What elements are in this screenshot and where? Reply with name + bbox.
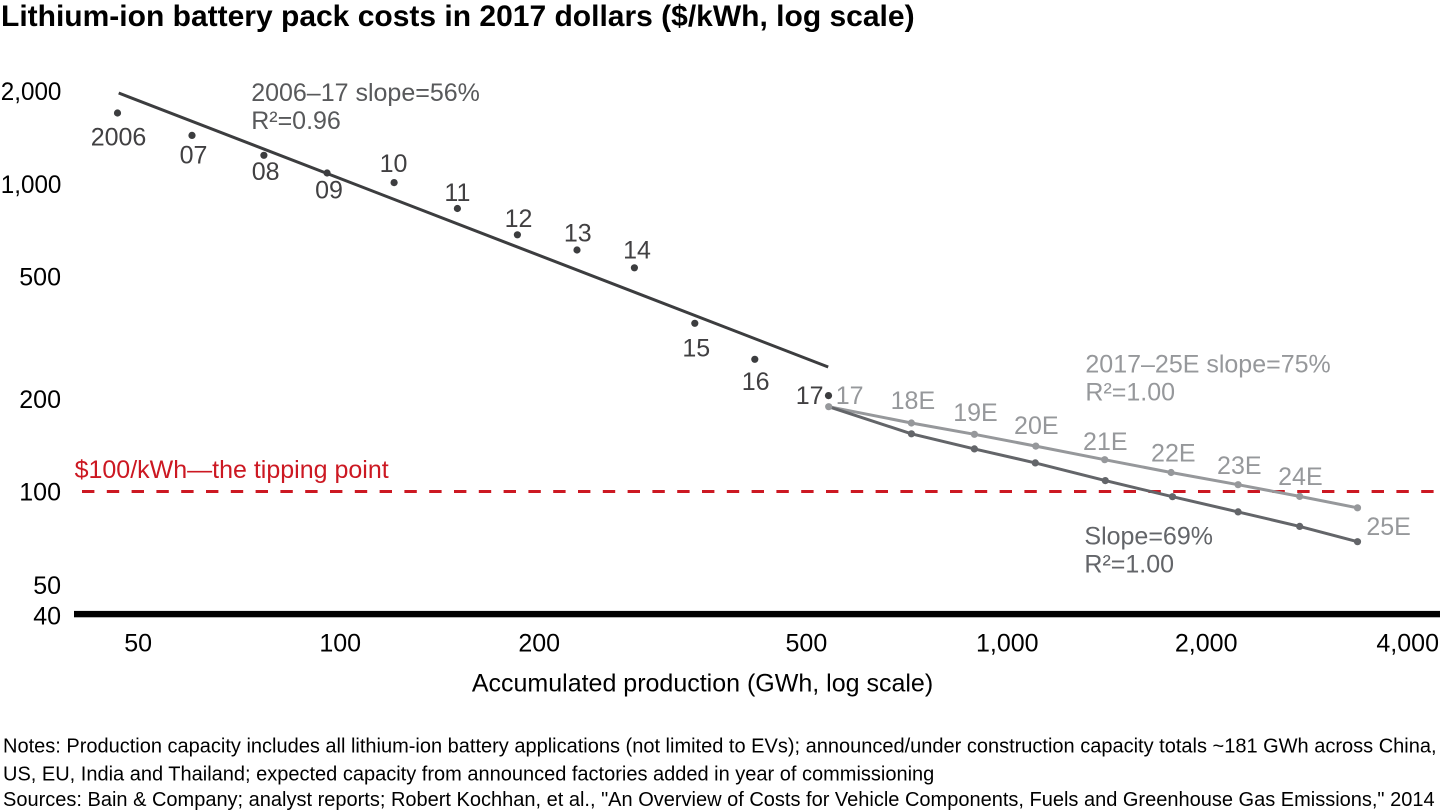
svg-text:$100/kWh—the tipping point: $100/kWh—the tipping point bbox=[75, 456, 389, 484]
svg-text:15: 15 bbox=[682, 334, 710, 362]
svg-text:16: 16 bbox=[742, 368, 770, 396]
svg-text:19E: 19E bbox=[953, 399, 997, 427]
svg-text:13: 13 bbox=[564, 220, 592, 248]
svg-text:Lithium-ion battery pack costs: Lithium-ion battery pack costs in 2017 d… bbox=[1, 0, 915, 33]
svg-text:50: 50 bbox=[33, 572, 61, 600]
svg-text:07: 07 bbox=[180, 141, 208, 169]
svg-text:20E: 20E bbox=[1014, 412, 1058, 440]
svg-text:2006: 2006 bbox=[91, 123, 147, 151]
svg-text:2,000: 2,000 bbox=[1, 78, 62, 106]
svg-text:100: 100 bbox=[19, 478, 61, 506]
svg-text:17: 17 bbox=[836, 382, 864, 410]
svg-text:500: 500 bbox=[786, 629, 828, 657]
svg-text:18E: 18E bbox=[891, 387, 935, 415]
svg-text:22E: 22E bbox=[1151, 439, 1195, 467]
svg-text:4,000: 4,000 bbox=[1376, 629, 1439, 657]
svg-text:R²=1.00: R²=1.00 bbox=[1085, 379, 1175, 407]
svg-text:1,000: 1,000 bbox=[1, 171, 62, 199]
svg-text:21E: 21E bbox=[1083, 428, 1127, 456]
svg-text:2017–25E slope=75%: 2017–25E slope=75% bbox=[1085, 350, 1330, 378]
svg-text:500: 500 bbox=[19, 264, 61, 292]
svg-text:24E: 24E bbox=[1278, 463, 1322, 491]
svg-text:17: 17 bbox=[796, 382, 824, 410]
svg-text:10: 10 bbox=[380, 150, 408, 178]
svg-text:100: 100 bbox=[319, 629, 361, 657]
svg-text:11: 11 bbox=[444, 179, 470, 207]
svg-text:200: 200 bbox=[19, 386, 61, 414]
svg-text:2006–17 slope=56%: 2006–17 slope=56% bbox=[251, 79, 480, 107]
svg-text:50: 50 bbox=[124, 629, 152, 657]
svg-text:R²=0.96: R²=0.96 bbox=[251, 107, 341, 135]
svg-text:09: 09 bbox=[315, 176, 343, 204]
svg-text:12: 12 bbox=[505, 205, 533, 233]
svg-text:25E: 25E bbox=[1366, 513, 1410, 541]
svg-text:200: 200 bbox=[518, 629, 560, 657]
svg-text:40: 40 bbox=[33, 602, 61, 630]
svg-text:Accumulated production (GWh, l: Accumulated production (GWh, log scale) bbox=[472, 669, 933, 697]
svg-text:Sources: Bain & Company; analy: Sources: Bain & Company; analyst reports… bbox=[3, 789, 1435, 810]
svg-text:US, EU, India and Thailand; ex: US, EU, India and Thailand; expected cap… bbox=[3, 764, 934, 786]
svg-text:08: 08 bbox=[252, 158, 280, 186]
svg-text:R²=1.00: R²=1.00 bbox=[1084, 550, 1174, 578]
svg-text:Notes: Production capacity inc: Notes: Production capacity includes all … bbox=[3, 736, 1437, 758]
svg-text:14: 14 bbox=[623, 236, 651, 264]
svg-text:23E: 23E bbox=[1217, 452, 1261, 480]
svg-text:Slope=69%: Slope=69% bbox=[1084, 522, 1213, 550]
svg-text:2,000: 2,000 bbox=[1175, 629, 1238, 657]
svg-text:1,000: 1,000 bbox=[976, 629, 1039, 657]
